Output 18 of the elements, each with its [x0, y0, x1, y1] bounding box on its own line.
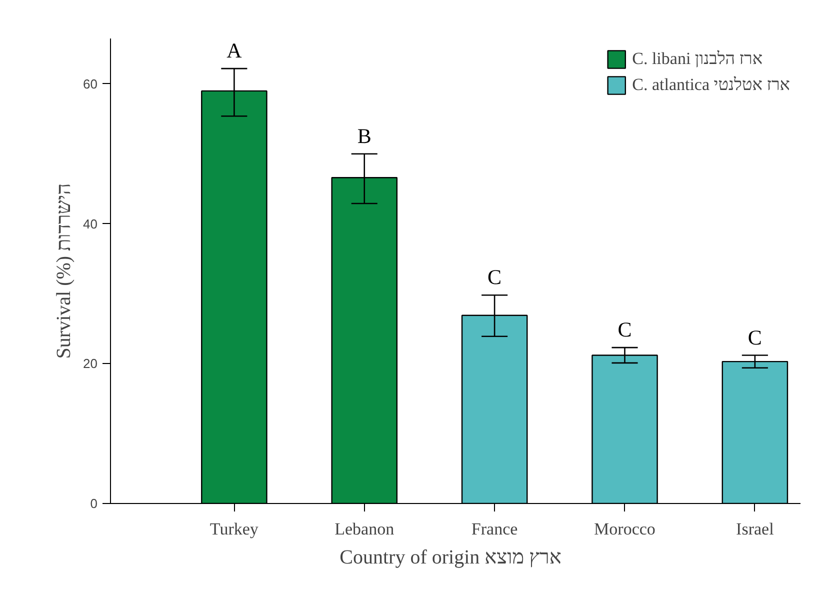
annotation: B [357, 124, 372, 148]
y-tick-label: 0 [90, 496, 98, 511]
annotation: C [748, 325, 762, 350]
annotation: C [488, 265, 502, 290]
y-axis-title: Survival (%) הישרדות [53, 183, 76, 359]
y-tick-label: 60 [83, 76, 98, 92]
x-tick-label: Morocco [594, 520, 656, 538]
x-tick-label: Israel [736, 520, 774, 538]
x-axis-title: Country of origin ארץ מוצא [340, 546, 562, 568]
y-tick-label: 20 [83, 356, 98, 372]
legend-label: C. atlantica ארז אטלנטי [632, 75, 790, 95]
y-tick-label: 40 [83, 216, 98, 232]
legend-label: C. libani ארז הלבנון [632, 49, 763, 69]
annotation: C [618, 318, 632, 342]
x-tick-label: Turkey [210, 520, 259, 538]
x-tick-label: Lebanon [334, 520, 395, 538]
annotation: A [226, 38, 243, 63]
x-tick-label: France [471, 520, 518, 538]
